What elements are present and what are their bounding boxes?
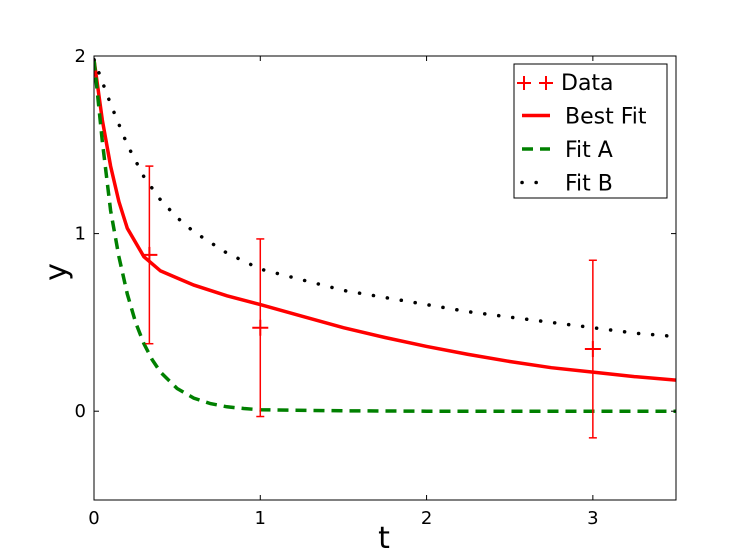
- legend-label: Fit A: [565, 138, 613, 163]
- y-tick-label: 2: [75, 46, 86, 67]
- x-tick-label: 2: [421, 508, 432, 529]
- legend-box: [513, 63, 668, 199]
- data-point: [252, 238, 269, 418]
- x-tick-label: 1: [255, 508, 266, 529]
- legend-label: Data: [561, 71, 614, 96]
- legend-entry: Best Fit: [522, 105, 647, 130]
- x-axis-label: t: [378, 521, 390, 556]
- data-point: [141, 165, 158, 345]
- legend-entry: Fit B: [520, 172, 613, 197]
- legend-entry: Data: [517, 71, 614, 96]
- y-tick-label: 1: [75, 224, 86, 245]
- plot-frame: [93, 55, 677, 501]
- legend: Data Best Fit Fit A Fit B: [513, 63, 668, 199]
- series-line-fit-b: [94, 57, 676, 339]
- series-line-fit-a: [94, 59, 676, 413]
- legend-label: Fit B: [565, 172, 613, 197]
- y-tick-label: 0: [75, 401, 86, 422]
- data-point: [584, 259, 601, 439]
- y-axis-label: y: [39, 263, 74, 281]
- legend-label: Best Fit: [565, 105, 647, 130]
- legend-entry: Fit A: [522, 138, 613, 163]
- x-tick-label: 3: [587, 508, 598, 529]
- x-tick-label: 0: [88, 508, 99, 529]
